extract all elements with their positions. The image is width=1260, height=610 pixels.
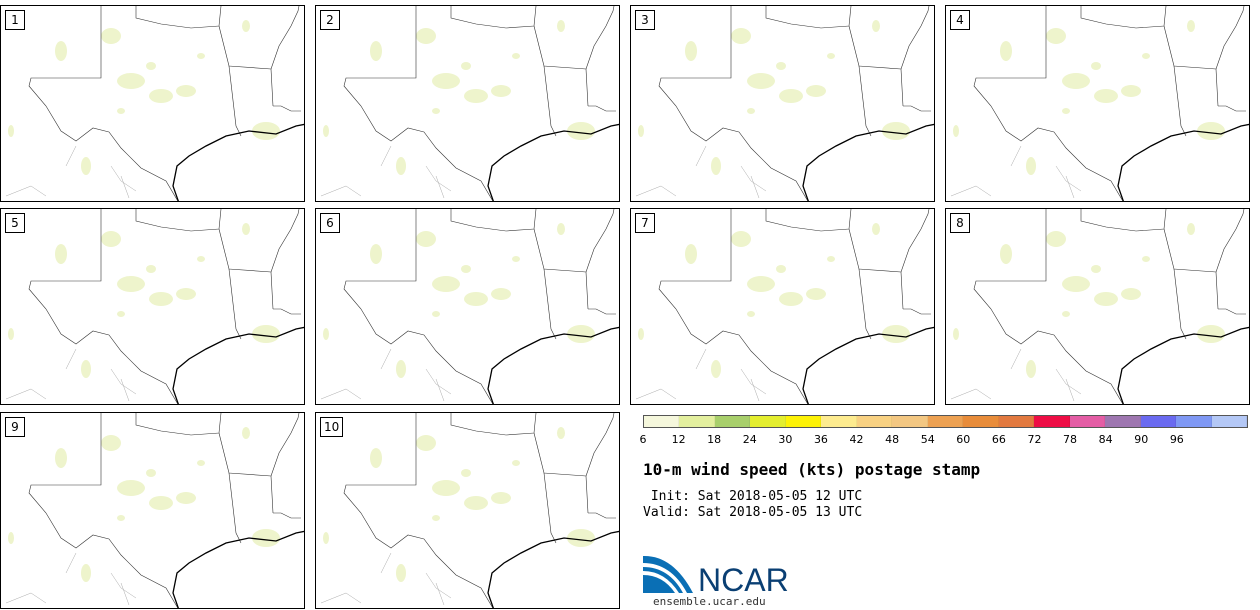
colorbar-segment (1034, 416, 1070, 427)
colorbar-segment (1140, 416, 1177, 427)
panel-number-label: 5 (5, 213, 25, 233)
colorbar-segment (1105, 416, 1141, 427)
colorbar-segment (679, 416, 715, 427)
figure-title: 10-m wind speed (kts) postage stamp (643, 460, 981, 479)
texas-region-map (635, 6, 934, 201)
ensemble-member-panel: 2 (315, 5, 620, 202)
logo-wordmark: NCAR (698, 562, 789, 595)
panel-number-label: 7 (635, 213, 655, 233)
texas-region-map (320, 6, 619, 201)
texas-region-map (5, 209, 304, 404)
ensemble-member-panel: 7 (630, 208, 935, 405)
panel-number-label: 4 (950, 10, 970, 30)
colorbar-segment (714, 416, 751, 427)
valid-time: Valid: Sat 2018-05-05 13 UTC (643, 505, 863, 520)
ensemble-member-panel: 8 (945, 208, 1250, 405)
colorbar-segment (927, 416, 964, 427)
texas-region-map (320, 413, 619, 608)
panel-number-label: 8 (950, 213, 970, 233)
colorbar-tick-label: 78 (1063, 433, 1078, 446)
ensemble-member-panel: 5 (0, 208, 305, 405)
colorbar-segment (963, 416, 999, 427)
wind-speed-colorbar (643, 415, 1248, 428)
colorbar-segment (856, 416, 893, 427)
ensemble-member-panel: 1 (0, 5, 305, 202)
colorbar-tick-label: 90 (1134, 433, 1149, 446)
panel-number-label: 2 (320, 10, 340, 30)
colorbar-tick-label: 48 (885, 433, 900, 446)
colorbar-tick-label: 12 (671, 433, 686, 446)
colorbar-segment (1069, 416, 1106, 427)
colorbar-tick-label: 30 (778, 433, 793, 446)
colorbar-tick-label: 42 (849, 433, 864, 446)
texas-region-map (320, 209, 619, 404)
colorbar-tick-label: 84 (1098, 433, 1113, 446)
colorbar-tick-label: 66 (991, 433, 1006, 446)
ensemble-member-panel: 3 (630, 5, 935, 202)
colorbar-tick-label: 36 (813, 433, 828, 446)
colorbar-segment (750, 416, 786, 427)
ncar-logo: NCAR (643, 553, 793, 599)
panel-number-label: 1 (5, 10, 25, 30)
texas-region-map (950, 209, 1249, 404)
ensemble-member-panel: 10 (315, 412, 620, 609)
colorbar-tick-label: 60 (956, 433, 971, 446)
colorbar-segment (1176, 416, 1212, 427)
ensemble-member-panel: 4 (945, 5, 1250, 202)
init-time: Init: Sat 2018-05-05 12 UTC (643, 489, 863, 504)
colorbar-tick-label: 72 (1027, 433, 1042, 446)
colorbar-tick-label: 6 (639, 433, 647, 446)
panel-number-label: 3 (635, 10, 655, 30)
texas-region-map (635, 209, 934, 404)
logo-url: ensemble.ucar.edu (653, 595, 766, 608)
colorbar-segment (821, 416, 857, 427)
ensemble-member-panel: 6 (315, 208, 620, 405)
colorbar-tick-label: 54 (920, 433, 935, 446)
ensemble-member-panel: 9 (0, 412, 305, 609)
panel-number-label: 10 (320, 417, 344, 437)
colorbar-segment (998, 416, 1035, 427)
texas-region-map (5, 6, 304, 201)
colorbar-tick-label: 96 (1169, 433, 1184, 446)
texas-region-map (5, 413, 304, 608)
colorbar-segment (785, 416, 822, 427)
colorbar-tick-label: 18 (707, 433, 722, 446)
texas-region-map (950, 6, 1249, 201)
colorbar-tick-label: 24 (742, 433, 757, 446)
colorbar-segment (1211, 416, 1247, 427)
colorbar-segment (892, 416, 928, 427)
panel-number-label: 6 (320, 213, 340, 233)
panel-number-label: 9 (5, 417, 25, 437)
colorbar-segment (644, 416, 680, 427)
